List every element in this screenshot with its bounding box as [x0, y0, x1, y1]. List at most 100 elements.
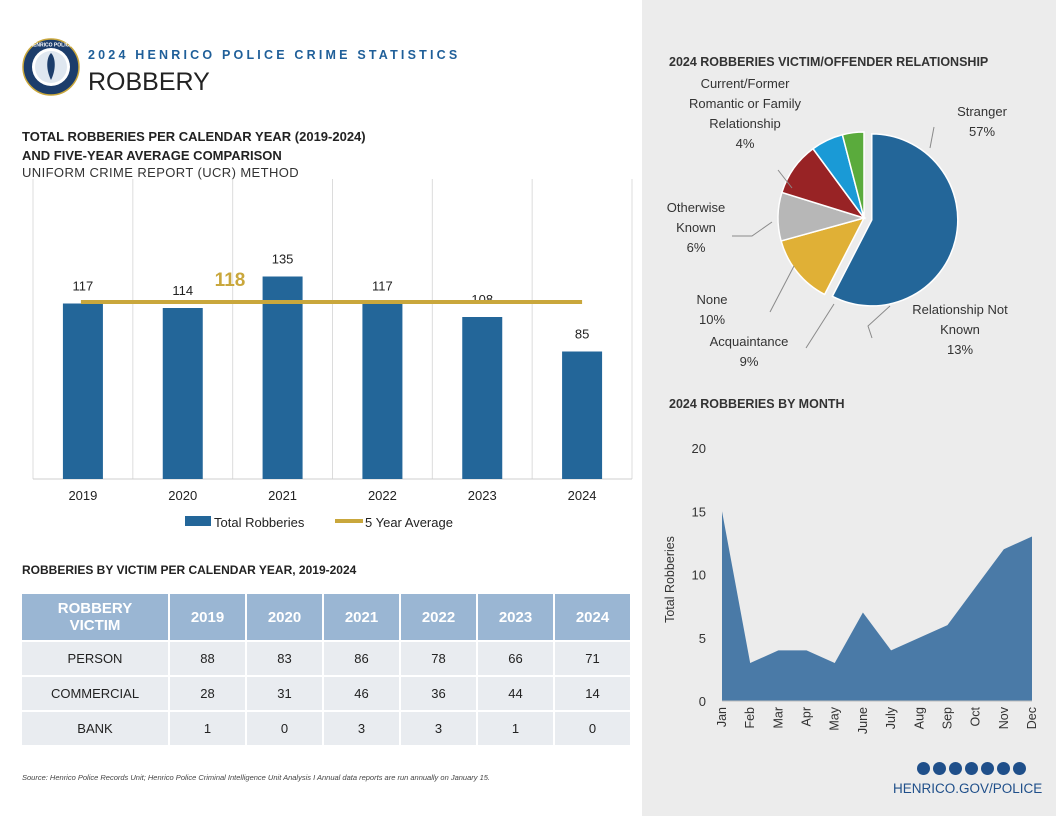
table-row: BANK 1 0 3 3 1 0 [22, 710, 632, 745]
bar-value-label: 117 [73, 279, 94, 294]
row-label: PERSON [22, 640, 170, 676]
pie-label-line: Romantic or Family [689, 96, 801, 111]
x-tick-label: 2024 [568, 488, 597, 503]
pie-label-line: None [696, 292, 727, 307]
table-cell: 31 [246, 675, 324, 711]
bar [62, 303, 103, 479]
row-label: BANK [22, 710, 170, 745]
pie-chart: Stranger 57% Relationship Not Known 13% Acqua… [667, 76, 1008, 369]
pie-label-line: Relationship [709, 116, 781, 131]
page-title: ROBBERY [88, 68, 210, 96]
threads-icon[interactable] [965, 762, 978, 775]
x-icon[interactable] [949, 762, 962, 775]
header-year: 2022 [400, 594, 478, 641]
x-tick-label: Oct [969, 706, 983, 726]
table-cell: 78 [400, 640, 478, 676]
pie-slice-label: None 10% [696, 292, 727, 327]
table-cell: 36 [400, 675, 478, 711]
social-icons [917, 762, 1026, 776]
x-tick-label: Sep [940, 707, 954, 729]
pie-label-line: 10% [699, 312, 725, 327]
table-cell: 71 [554, 640, 632, 676]
average-label: 118 [215, 270, 246, 291]
table-cell: 88 [169, 640, 247, 676]
bar [462, 317, 503, 479]
table-cell: 28 [169, 675, 247, 711]
pie-slice-label: Stranger 57% [957, 104, 1008, 139]
y-tick-label: 10 [692, 568, 706, 583]
table-cell: 66 [477, 640, 555, 676]
bar-value-label: 117 [372, 279, 393, 294]
legend-label-average: 5 Year Average [365, 515, 453, 530]
header-robbery-victim-line1: ROBBERY [57, 600, 133, 617]
table-cell: 14 [554, 675, 632, 711]
report-kicker: 2024 HENRICO POLICE CRIME STATISTICS [88, 48, 461, 62]
pie-chart-title: 2024 ROBBERIES VICTIM/OFFENDER RELATIONS… [669, 55, 989, 69]
table-cell: 3 [400, 710, 478, 745]
x-tick-label: Dec [1025, 707, 1039, 729]
pie-slice [831, 133, 959, 307]
bar [162, 308, 203, 479]
x-tick-label: June [856, 707, 870, 734]
pie-leader-line [929, 126, 935, 149]
table-row: COMMERCIAL 28 31 46 36 44 14 [22, 675, 632, 711]
area-chart: 0 5 10 15 20 Jan Feb Mar Apr May June July Aug Sep Oct… [663, 441, 1039, 734]
table-header-row: ROBBERY VICTIM 2019 2020 2021 2022 2023 … [22, 594, 632, 641]
bar-value-label: 114 [172, 283, 193, 298]
area-series [722, 511, 1032, 701]
table-cell: 0 [554, 710, 632, 745]
bar-value-label: 135 [272, 252, 294, 267]
pie-label-line: Otherwise [667, 200, 726, 215]
area-chart-title: 2024 ROBBERIES BY MONTH [669, 397, 845, 411]
instagram-icon[interactable] [933, 762, 946, 775]
bar-chart: 117 2019 114 2020 135 2021 117 2022 108 2023 85 202… [32, 179, 633, 530]
table-cell: 3 [323, 710, 401, 745]
pie-leader-line [769, 265, 795, 313]
x-tick-label: Jan [715, 707, 729, 727]
table-cell: 0 [246, 710, 324, 745]
table-cell: 86 [323, 640, 401, 676]
table-row: PERSON 88 83 86 78 66 71 [22, 640, 632, 676]
y-tick-label: 5 [699, 631, 706, 646]
pie-leader-line [732, 221, 773, 237]
header-year: 2023 [477, 594, 555, 641]
x-tick-label: Nov [997, 706, 1011, 729]
facebook-icon[interactable] [917, 762, 930, 775]
header-year: 2020 [246, 594, 324, 641]
table-cell: 1 [477, 710, 555, 745]
header-robbery-victim: ROBBERY VICTIM [22, 594, 170, 641]
table-cell: 46 [323, 675, 401, 711]
x-tick-label: Mar [771, 707, 785, 729]
pie-label-line: 57% [969, 124, 995, 139]
pie-slice-label: Acquaintance 9% [710, 334, 789, 369]
pie-slice-label: Relationship Not Known 13% [912, 302, 1008, 357]
bar-chart-subtitle: UNIFORM CRIME REPORT (UCR) METHOD [22, 165, 300, 180]
y-axis-label: Total Robberies [663, 536, 677, 623]
pie-label-line: Known [940, 322, 980, 337]
table-cell: 83 [246, 640, 324, 676]
bar-chart-title-line1: TOTAL ROBBERIES PER CALENDAR YEAR (2019-… [22, 129, 366, 144]
header-year: 2019 [169, 594, 247, 641]
y-tick-label: 20 [692, 441, 706, 456]
pie-label-line: 4% [736, 136, 755, 151]
pie-label-line: Current/Former [701, 76, 791, 91]
pie-label-line: Relationship Not [912, 302, 1008, 317]
x-tick-label: Aug [912, 707, 926, 729]
y-tick-label: 0 [699, 694, 706, 709]
pie-label-line: Acquaintance [710, 334, 789, 349]
pie-slice [780, 216, 866, 296]
pie-label-line: 13% [947, 342, 973, 357]
pie-leader-line [805, 303, 835, 349]
website-link[interactable]: HENRICO.GOV/POLICE [893, 781, 1043, 796]
legend-label-total: Total Robberies [214, 515, 305, 530]
pie-slice-label: Otherwise Known 6% [667, 200, 726, 255]
linkedin-icon[interactable] [1013, 762, 1026, 775]
table-title: ROBBERIES BY VICTIM PER CALENDAR YEAR, 2… [22, 563, 357, 577]
pie-leader-line [777, 169, 793, 189]
pie-label-line: 6% [687, 240, 706, 255]
header-robbery-victim-line2: VICTIM [69, 617, 121, 634]
bar-chart-title-line2: AND FIVE-YEAR AVERAGE COMPARISON [22, 148, 282, 163]
youtube-icon[interactable] [997, 762, 1010, 775]
nextdoor-icon[interactable] [981, 762, 994, 775]
pie-label-line: Stranger [957, 104, 1008, 119]
